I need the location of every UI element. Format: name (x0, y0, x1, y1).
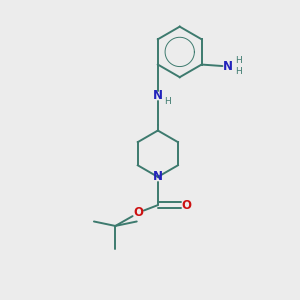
Text: H: H (164, 97, 171, 106)
Text: O: O (134, 206, 143, 219)
Text: N: N (224, 59, 233, 73)
Text: H: H (236, 67, 242, 76)
Text: H: H (236, 56, 242, 65)
Text: N: N (153, 170, 163, 183)
Text: N: N (153, 89, 163, 102)
Text: O: O (182, 199, 191, 212)
